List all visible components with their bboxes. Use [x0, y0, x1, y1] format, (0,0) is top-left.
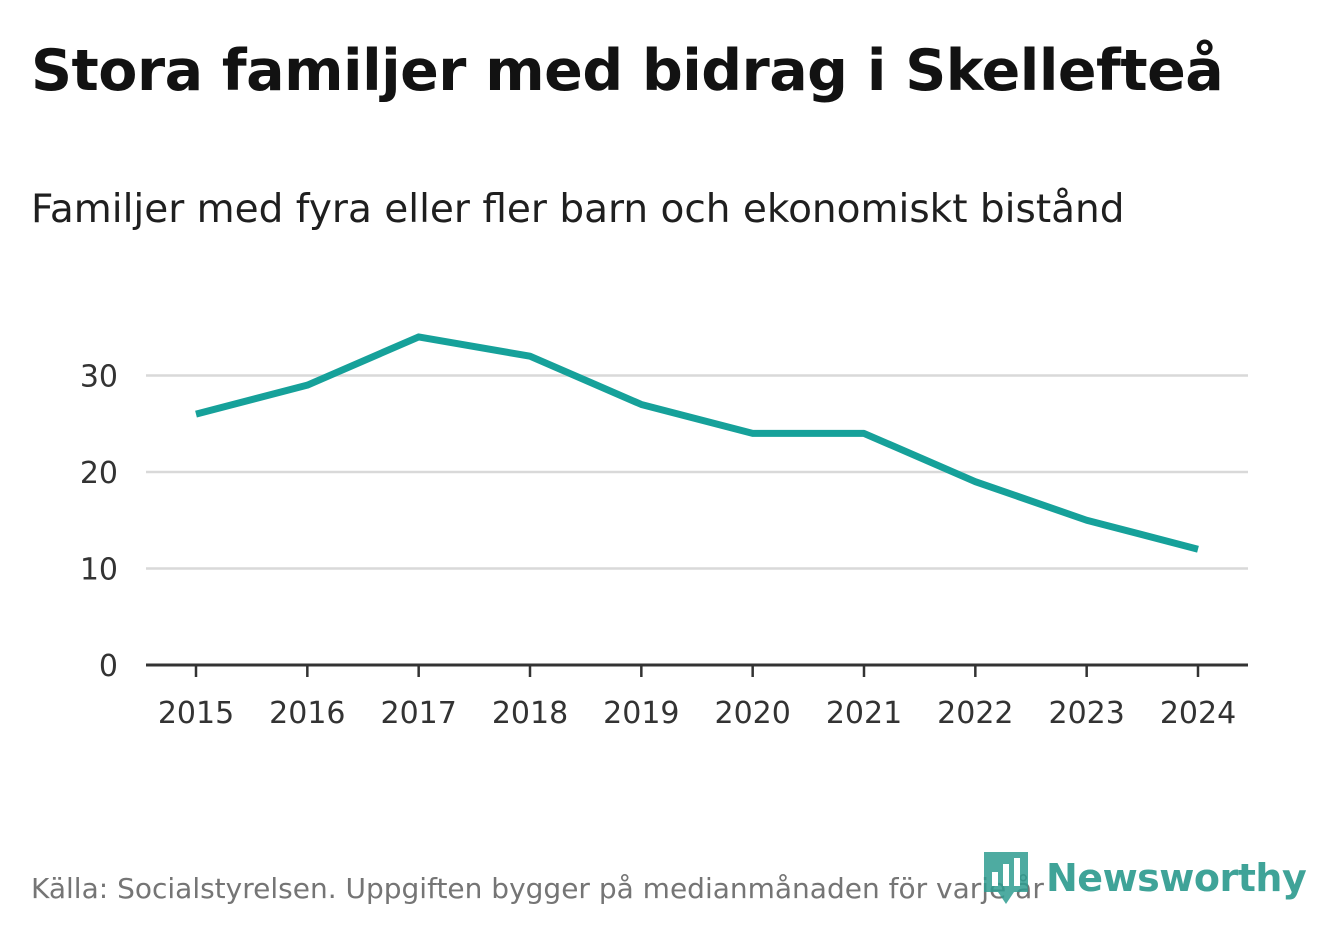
x-tick-label: 2023 [1048, 696, 1124, 731]
x-tick-label: 2019 [603, 696, 679, 731]
x-tick-label: 2017 [380, 696, 456, 731]
x-tick-label: 2018 [492, 696, 568, 731]
y-tick-label: 0 [99, 649, 118, 684]
gridlines [146, 374, 1248, 570]
y-tick-label: 30 [80, 360, 118, 395]
brand-name: Newsworthy [1046, 856, 1307, 900]
source-note: Källa: Socialstyrelsen. Uppgiften bygger… [31, 872, 1044, 905]
x-tick-label: 2020 [714, 696, 790, 731]
x-axis [146, 663, 1248, 677]
chart-subtitle: Familjer med fyra eller fler barn och ek… [31, 187, 1125, 232]
brand-logo: Newsworthy [980, 848, 1307, 908]
series-line [195, 333, 1199, 553]
x-tick-label: 2022 [937, 696, 1013, 731]
y-axis: 0 10 20 30 [80, 360, 118, 685]
x-tick-label: 2024 [1160, 696, 1236, 731]
x-tick-label: 2016 [269, 696, 345, 731]
series-layer [195, 333, 1199, 553]
newsworthy-logo-icon [984, 852, 1028, 904]
line-chart: 0 10 20 30 2015 2016 2017 2018 2019 2020 2021 2022… [80, 333, 1248, 731]
y-tick-label: 10 [80, 553, 118, 588]
chart-title: Stora familjer med bidrag i Skellefteå [31, 38, 1224, 104]
x-tick-label: 2021 [826, 696, 902, 731]
x-axis-labels: 2015 2016 2017 2018 2019 2020 2021 2022 2023 2024 [158, 696, 1236, 731]
x-tick-label: 2015 [158, 696, 234, 731]
y-tick-label: 20 [80, 456, 118, 491]
